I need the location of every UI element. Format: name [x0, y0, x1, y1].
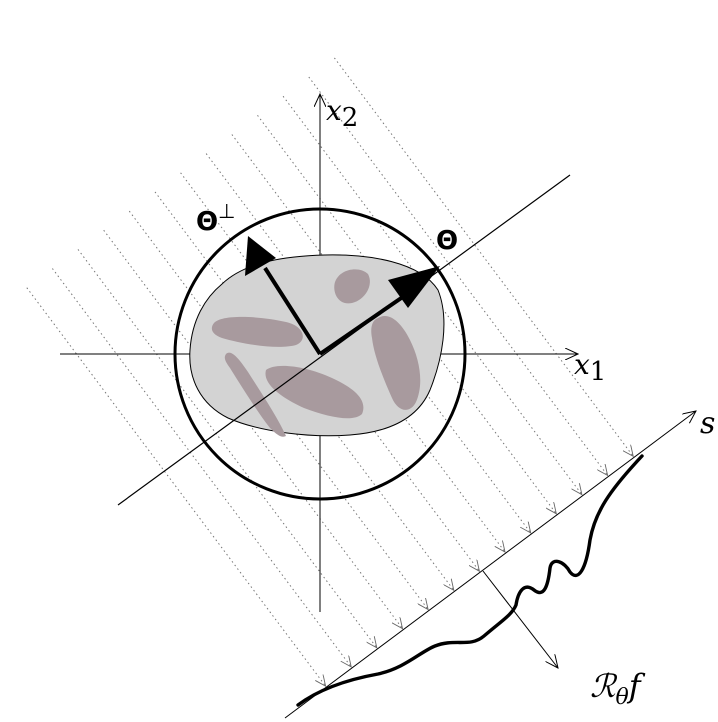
projection-ray	[52, 268, 351, 667]
theta-perp-arrowhead	[245, 236, 276, 276]
projection-profile-curve	[296, 454, 644, 707]
inclusion-left-ellipse	[211, 316, 303, 347]
projection-ray	[205, 153, 505, 552]
theta-vector	[318, 290, 412, 356]
inclusion-thin-streak	[224, 352, 286, 437]
theta-arrowhead	[388, 266, 440, 308]
theta-direction-line	[117, 174, 571, 506]
projection-ray	[77, 249, 377, 647]
inclusions	[211, 269, 421, 437]
s-axis-label: s	[700, 406, 715, 441]
x1-axis-label: x1	[574, 348, 606, 387]
x2-axis-label: x2	[326, 94, 358, 133]
s-axis	[284, 411, 696, 719]
projection-ray	[103, 229, 403, 628]
theta-perp-label: Θ⊥	[196, 199, 236, 237]
inclusion-blob-upper	[334, 269, 370, 304]
theta-label: Θ	[436, 226, 458, 256]
projection-ray	[26, 287, 326, 686]
support-circle	[173, 207, 467, 501]
theta-perp-vector	[263, 266, 322, 356]
projection-ray	[308, 76, 608, 475]
radon-transform-label: ℛθf	[590, 667, 646, 710]
projection-ray	[333, 57, 633, 456]
projection-normal-axis	[482, 570, 558, 668]
inclusion-right-drop	[371, 316, 421, 410]
